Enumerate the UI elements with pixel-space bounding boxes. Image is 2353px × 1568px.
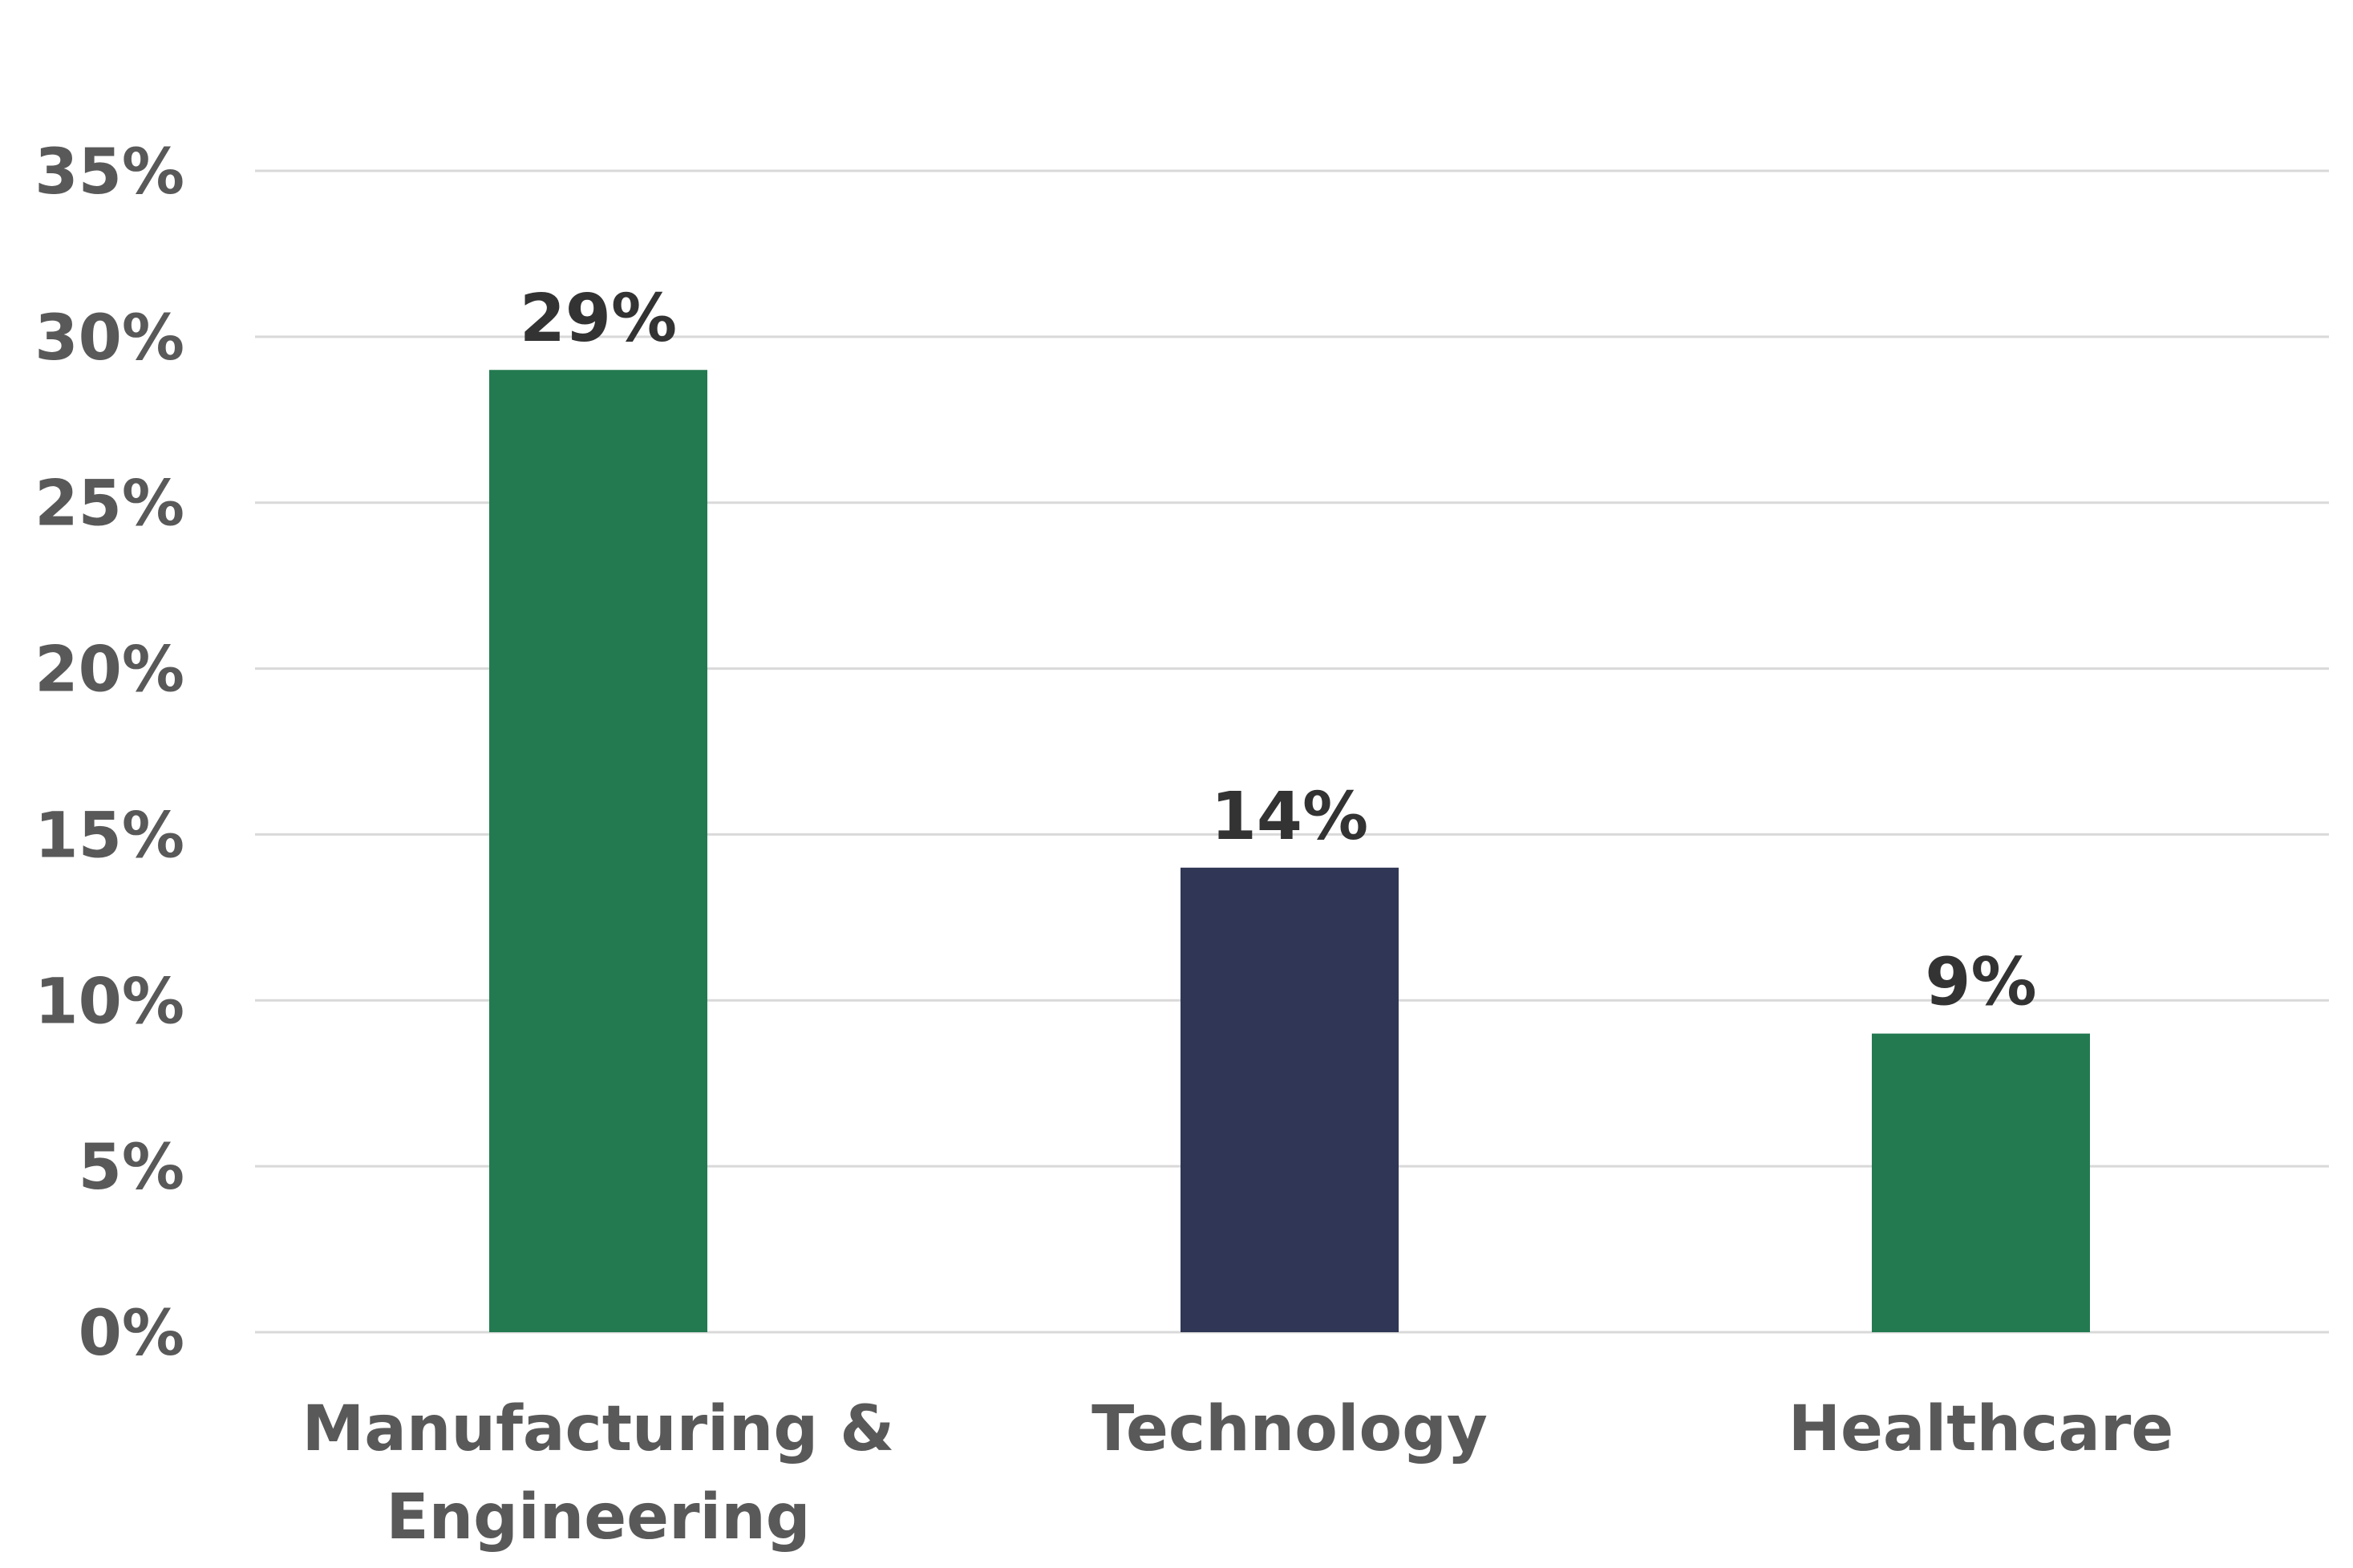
y-axis-tick-labels: 0% 5% 10% 15% 20% 25% 30% 35% [34,136,184,1370]
y-tick-label: 20% [34,634,184,707]
bars [489,370,2090,1333]
y-tick-label: 30% [34,302,184,375]
bar [489,370,707,1333]
y-tick-label: 35% [34,136,184,209]
x-tick-label: Healthcare [1788,1393,2174,1465]
y-tick-label: 25% [34,468,184,541]
x-tick-label: Manufacturing & [302,1393,895,1465]
bar [1181,867,1399,1332]
data-label: 14% [1211,779,1368,855]
x-axis-tick-labels: Manufacturing & Engineering Technology Heal… [302,1393,2174,1554]
bar [1872,1033,2090,1332]
data-label: 29% [520,281,677,357]
y-tick-label: 5% [79,1132,184,1204]
y-tick-label: 15% [34,800,184,872]
y-tick-label: 10% [34,966,184,1038]
x-tick-label: Engineering [386,1481,810,1554]
y-tick-label: 0% [79,1298,184,1370]
x-tick-label: Technology [1091,1393,1488,1465]
data-label: 9% [1925,945,2036,1021]
data-labels: 29% 14% 9% [520,281,2037,1020]
